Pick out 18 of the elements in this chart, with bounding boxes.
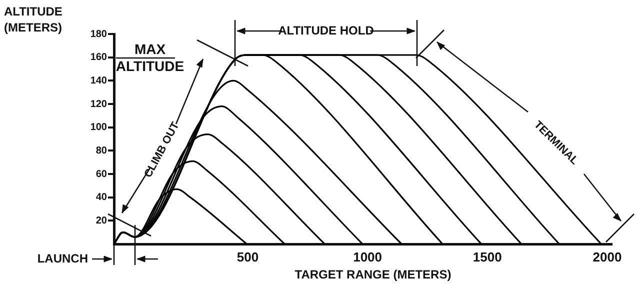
y-tick-label: 100 <box>90 122 108 134</box>
x-tick-label: 2000 <box>592 249 622 264</box>
x-tick-label: 1500 <box>472 249 502 264</box>
y-tick-label: 80 <box>96 145 108 156</box>
text: LAUNCH <box>37 251 88 266</box>
y-tick-label: 20 <box>96 215 108 226</box>
x-tick-label: 1000 <box>353 249 382 264</box>
x-tick-label: 500 <box>236 249 259 264</box>
y-tick-label: 60 <box>96 168 108 180</box>
y-tick-label: 160 <box>90 52 108 64</box>
y-tick-label: 120 <box>90 98 108 110</box>
x-axis-title: TARGET RANGE (METERS) <box>294 267 452 282</box>
y-tick-label: 140 <box>90 75 108 86</box>
annotation: MAX ALTITUDE <box>116 40 184 74</box>
y-tick-label: 40 <box>96 192 108 204</box>
annotation: ALTITUDE HOLD <box>278 23 374 38</box>
y-axis-title: ALTITUDE (METERS) <box>4 4 62 34</box>
y-tick-label: 180 <box>90 28 108 40</box>
